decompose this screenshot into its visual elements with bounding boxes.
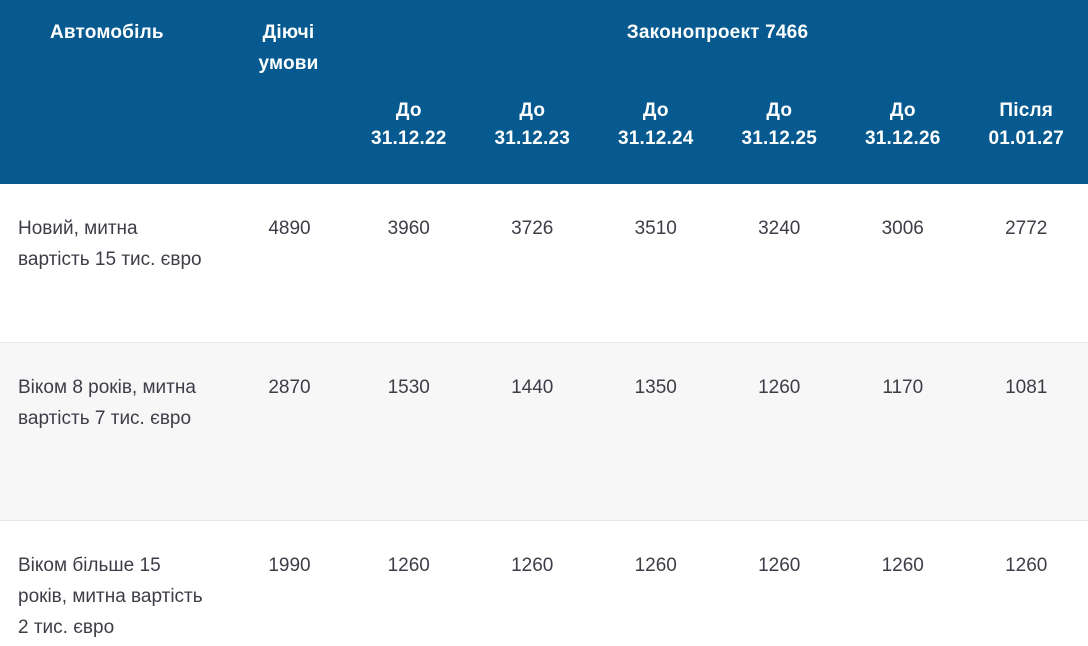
column-header-period-1: До 31.12.22: [347, 86, 471, 184]
header-row-primary: Автомобіль Діючі умови Законопроект 7466: [0, 0, 1088, 184]
row-3-value-2: 1260: [470, 520, 594, 646]
row-3-value-5: 1260: [841, 520, 965, 646]
row-1-value-5: 3006: [841, 184, 965, 343]
row-1-value-2: 3726: [470, 184, 594, 343]
table-row: Віком більше 15 років, митна вартість 2 …: [0, 520, 1088, 646]
row-3-value-1: 1260: [347, 520, 471, 646]
row-3-current-value: 1990: [232, 520, 347, 646]
period-5: До 31.12.26: [841, 86, 965, 153]
period-2: До 31.12.23: [471, 86, 595, 153]
column-group-header-bill-7466-label: Законопроект 7466: [626, 22, 809, 43]
row-1-value-3: 3510: [594, 184, 718, 343]
period-5-preposition: До: [889, 100, 916, 121]
row-2-value-1: 1530: [347, 342, 471, 521]
row-3-vehicle-label: Віком більше 15 років, митна вартість 2 …: [0, 520, 232, 646]
column-header-vehicle: Автомобіль: [0, 0, 232, 184]
row-2-value-5: 1170: [841, 342, 965, 521]
period-6-preposition: Після: [999, 100, 1054, 121]
column-header-period-3: До 31.12.24: [594, 86, 718, 184]
period-1-date: 31.12.22: [370, 128, 447, 149]
row-3-value-6: 1260: [964, 520, 1088, 646]
row-1-value-1: 3960: [347, 184, 471, 343]
row-1-vehicle-label: Новий, митна вартість 15 тис. євро: [0, 184, 232, 343]
row-2-value-3: 1350: [594, 342, 718, 521]
period-3-date: 31.12.24: [617, 128, 694, 149]
period-4: До 31.12.25: [718, 86, 842, 153]
table-header: Автомобіль Діючі умови Законопроект 7466…: [0, 0, 1088, 184]
period-3-preposition: До: [642, 100, 669, 121]
row-1-current-value: 4890: [232, 184, 347, 343]
period-4-preposition: До: [766, 100, 793, 121]
column-header-period-2: До 31.12.23: [470, 86, 595, 184]
period-4-date: 31.12.25: [741, 128, 818, 149]
period-6-date: 01.01.27: [988, 128, 1065, 149]
column-header-current-conditions-label: Діючі умови: [258, 22, 319, 74]
period-2-preposition: До: [519, 100, 546, 121]
row-2-vehicle-label: Віком 8 років, митна вартість 7 тис. євр…: [0, 342, 232, 521]
period-6: Після 01.01.27: [965, 86, 1088, 153]
period-2-date: 31.12.23: [494, 128, 571, 149]
column-header-period-4: До 31.12.25: [717, 86, 842, 184]
row-1-value-4: 3240: [717, 184, 841, 343]
row-3-value-4: 1260: [717, 520, 841, 646]
row-1-value-6: 2772: [964, 184, 1088, 343]
row-2-value-2: 1440: [470, 342, 594, 521]
period-5-date: 31.12.26: [864, 128, 941, 149]
header-row-periods: До 31.12.22 До 31.12.23 До 31.12.24: [0, 86, 1088, 184]
period-1-preposition: До: [395, 100, 422, 121]
column-group-header-bill-7466: Законопроект 7466: [347, 0, 1088, 86]
period-3: До 31.12.24: [594, 86, 718, 153]
row-2-value-4: 1260: [717, 342, 841, 521]
column-header-period-5: До 31.12.26: [841, 86, 965, 184]
row-3-value-3: 1260: [594, 520, 718, 646]
table-row: Віком 8 років, митна вартість 7 тис. євр…: [0, 342, 1088, 521]
table-body: Новий, митна вартість 15 тис. євро 4890 …: [0, 184, 1088, 646]
period-1: До 31.12.22: [347, 86, 471, 153]
table-row: Новий, митна вартість 15 тис. євро 4890 …: [0, 184, 1088, 343]
row-2-current-value: 2870: [232, 342, 347, 521]
column-header-current-conditions: Діючі умови: [232, 0, 347, 184]
row-2-value-6: 1081: [964, 342, 1088, 521]
column-header-period-6: Після 01.01.27: [964, 86, 1088, 184]
column-header-vehicle-label: Автомобіль: [50, 22, 164, 43]
